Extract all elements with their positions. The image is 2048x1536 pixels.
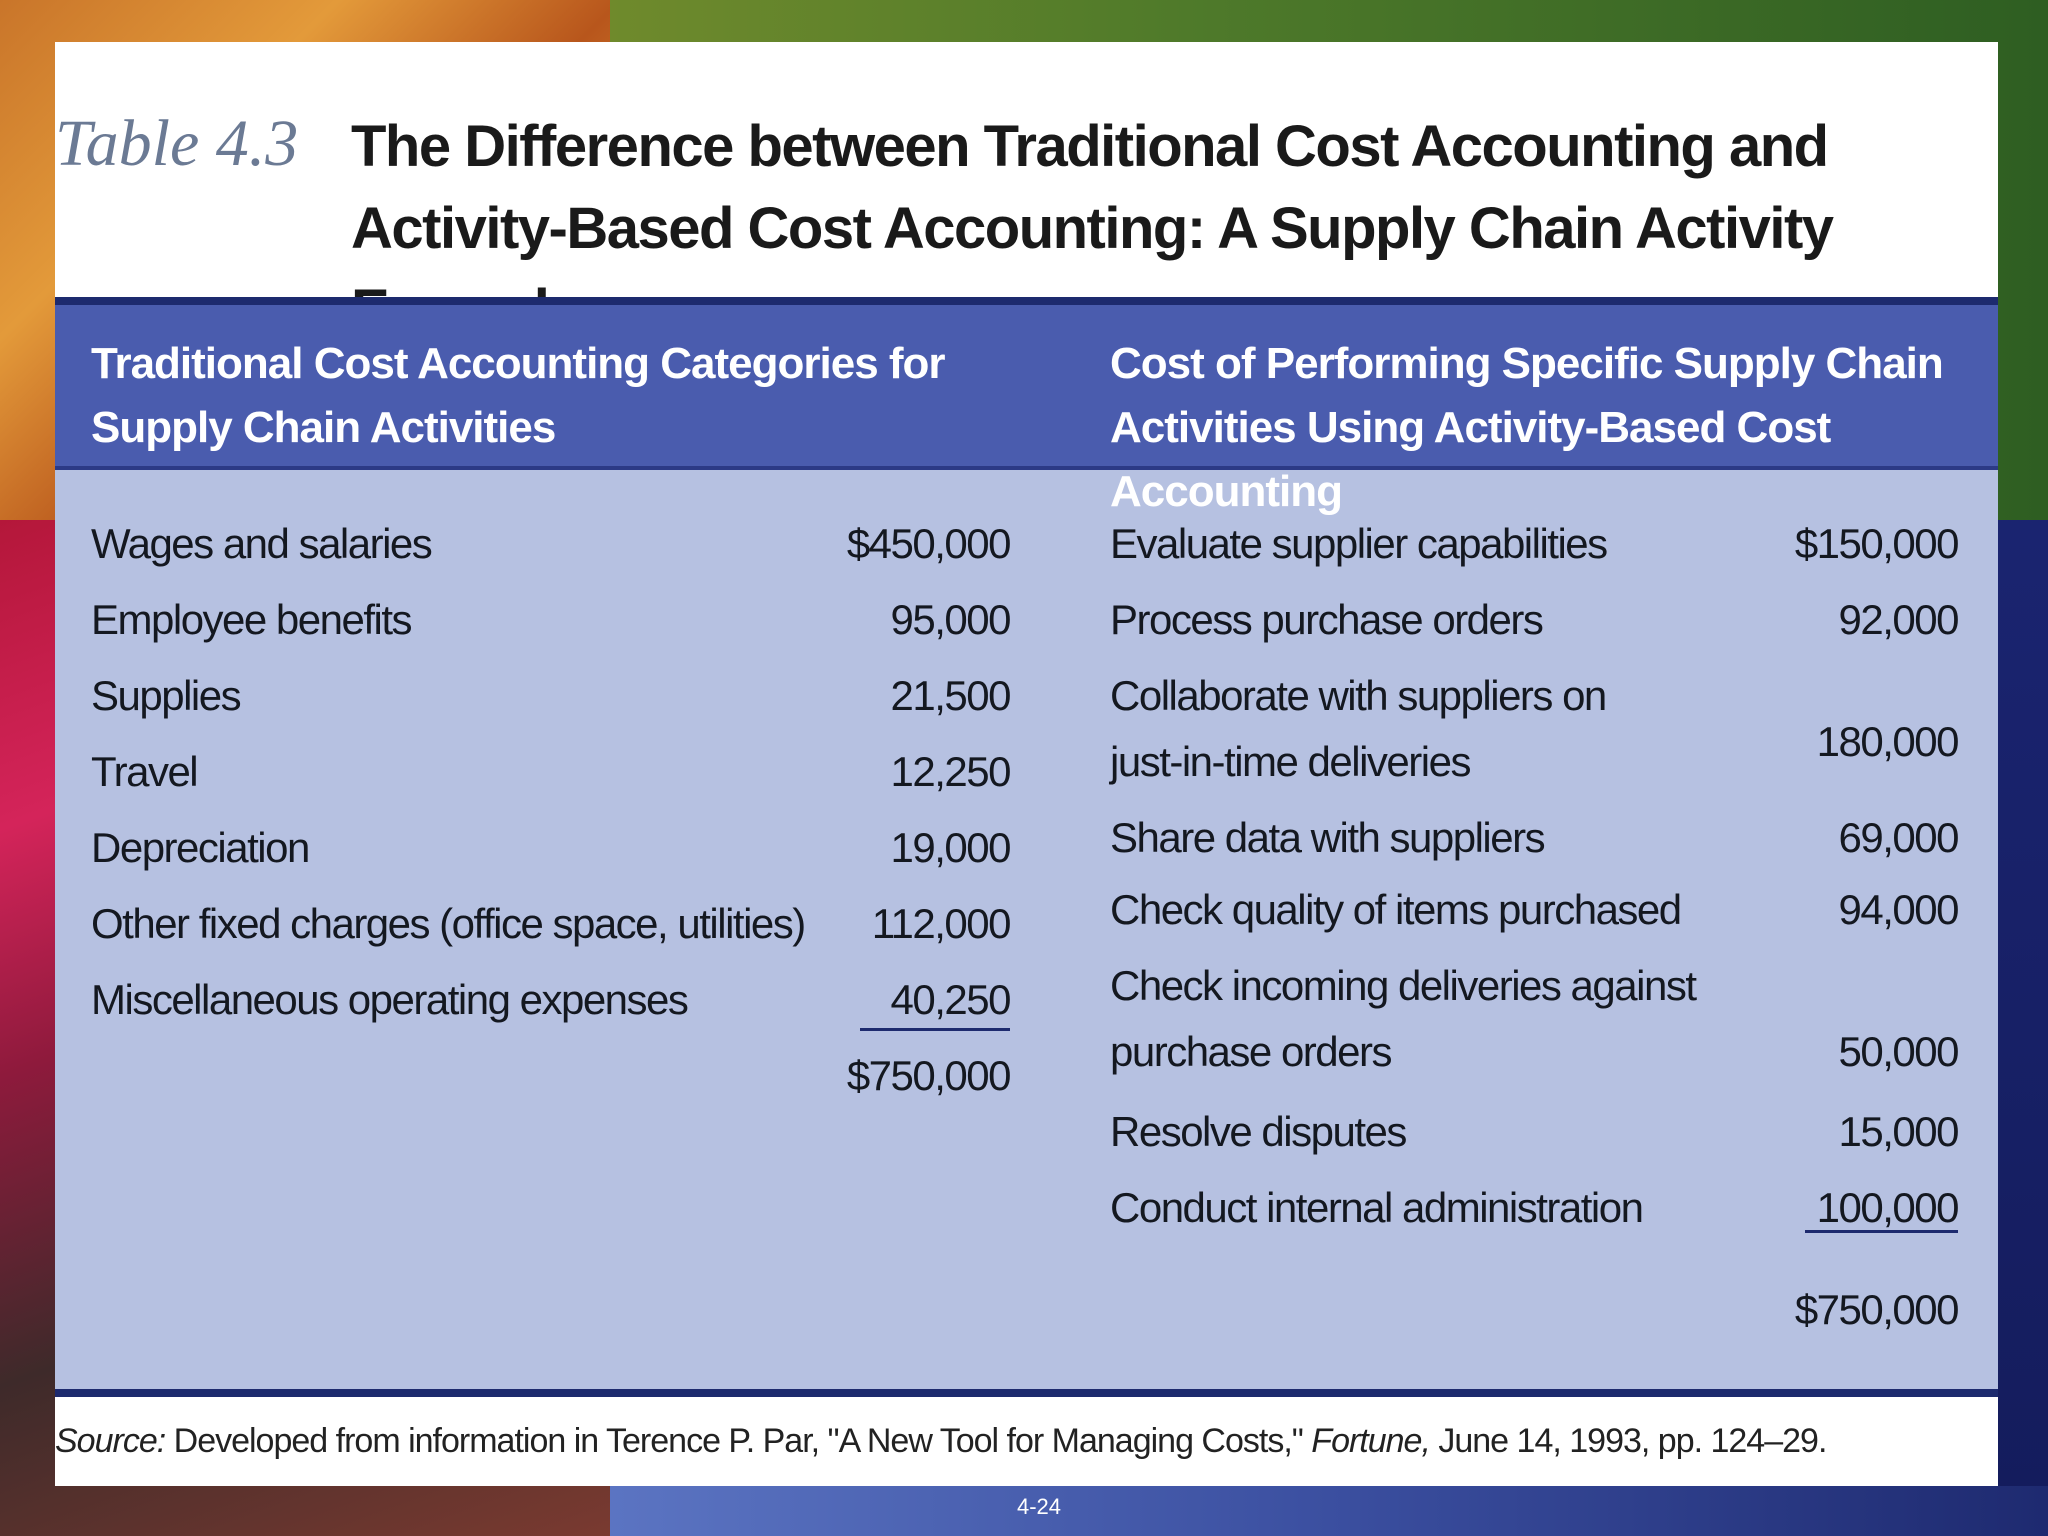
right-row-label-continued: just-in-time deliveries <box>1110 738 1471 785</box>
left-row-label: Depreciation <box>91 824 310 871</box>
right-row-value: 180,000 <box>1816 718 1960 765</box>
source-text-end: June 14, 1993, pp. 124–29. <box>1429 1422 1827 1460</box>
left-row-value: 40,250 <box>890 976 1012 1023</box>
right-row-label: Evaluate supplier capabilities <box>1110 520 1608 567</box>
right-row-value: 94,000 <box>1838 886 1960 933</box>
left-row-value: 19,000 <box>890 824 1012 871</box>
page-number: 4-24 <box>1016 1494 1062 1519</box>
left-row-label: Travel <box>91 748 199 795</box>
right-row-label: Process purchase orders <box>1110 596 1544 643</box>
right-row-label: Share data with suppliers <box>1110 814 1546 861</box>
left-row-value: $450,000 <box>846 520 1012 567</box>
right-row-value: 15,000 <box>1838 1108 1960 1155</box>
right-row-value: 92,000 <box>1838 596 1960 643</box>
right-row-value: 100,000 <box>1816 1184 1960 1231</box>
right-row-label: Collaborate with suppliers on <box>1110 672 1607 719</box>
left-row-value: 12,250 <box>890 748 1012 795</box>
background-blue-strip <box>610 1486 2048 1536</box>
table-header <box>55 305 1998 470</box>
table-title: The Difference between Traditional Cost … <box>351 114 1834 343</box>
right-row-value: 50,000 <box>1838 1028 1960 1075</box>
left-total: $750,000 <box>846 1052 1012 1099</box>
header-traditional: Traditional Cost Accounting Categories f… <box>91 339 946 452</box>
source-note: Source: Developed from information in Te… <box>55 1422 1998 1461</box>
source-text: Developed from information in Terence P.… <box>165 1422 1312 1460</box>
slide-content: Table 4.3 The Difference between Traditi… <box>55 42 1998 1486</box>
left-total-rule <box>860 1028 1010 1031</box>
table-bottom-rule <box>55 1389 1998 1397</box>
left-row-value: 95,000 <box>890 596 1012 643</box>
right-row-label: Check quality of items purchased <box>1110 886 1682 933</box>
table-top-rule <box>55 297 1998 305</box>
header-activity-based: Cost of Performing Specific Supply Chain… <box>1110 339 1944 516</box>
right-row-label: Check incoming deliveries against <box>1110 962 1697 1009</box>
header-divider <box>55 466 1998 470</box>
right-row-label: Resolve disputes <box>1110 1108 1407 1155</box>
right-total-rule <box>1805 1230 1958 1233</box>
left-row-label: Employee benefits <box>91 596 413 643</box>
left-row-label: Supplies <box>91 672 242 719</box>
left-row-label: Wages and salaries <box>91 520 433 567</box>
right-row-label-continued: purchase orders <box>1110 1028 1393 1075</box>
left-row-value: 21,500 <box>890 672 1012 719</box>
table-number: Table 4.3 <box>55 107 299 180</box>
right-total: $750,000 <box>1794 1286 1960 1333</box>
right-row-label: Conduct internal administration <box>1110 1184 1644 1231</box>
left-row-value: 112,000 <box>871 900 1012 947</box>
left-row-label: Miscellaneous operating expenses <box>91 976 689 1023</box>
left-row-label: Other fixed charges (office space, utili… <box>91 900 806 947</box>
title-block: Table 4.3 The Difference between Traditi… <box>55 70 1998 343</box>
table-body <box>55 297 1998 1397</box>
source-publication: Fortune, <box>1311 1422 1431 1460</box>
right-row-value: $150,000 <box>1794 520 1960 567</box>
source-label: Source: <box>55 1422 166 1460</box>
right-row-value: 69,000 <box>1838 814 1960 861</box>
